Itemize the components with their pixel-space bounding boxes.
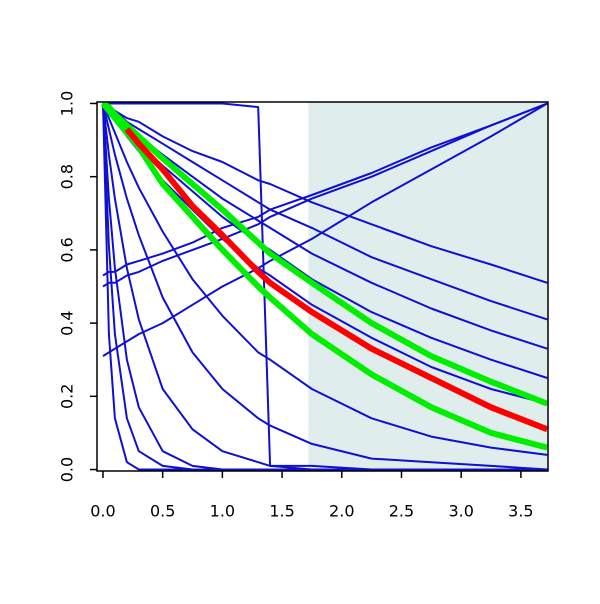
x-tick-label: 2.5	[389, 502, 414, 521]
x-tick-label: 0.0	[90, 502, 115, 521]
shaded-region	[308, 102, 548, 471]
plot-frame	[96, 101, 549, 472]
x-tick-label: 0.5	[150, 502, 175, 521]
curve	[102, 103, 548, 471]
y-tick-label: 0.6	[58, 237, 77, 262]
curve	[124, 127, 548, 433]
x-tick-label: 1.0	[210, 502, 235, 521]
y-tick-label: 0.2	[58, 384, 77, 409]
x-tick-label: 3.0	[448, 502, 473, 521]
y-tick-label: 0.8	[58, 164, 77, 189]
plot-area	[100, 102, 548, 471]
x-tick-label: 1.5	[269, 502, 294, 521]
y-tick-label: 1.0	[58, 91, 77, 116]
x-tick-label: 2.0	[329, 502, 354, 521]
x-tick-label: 3.5	[508, 502, 533, 521]
y-tick-label: 0.0	[58, 457, 77, 482]
curve	[102, 103, 548, 456]
curve	[102, 102, 548, 277]
y-tick-label: 0.4	[58, 310, 77, 335]
curve	[102, 102, 548, 357]
curve	[100, 102, 548, 451]
curve	[103, 102, 548, 471]
curve	[101, 102, 548, 407]
